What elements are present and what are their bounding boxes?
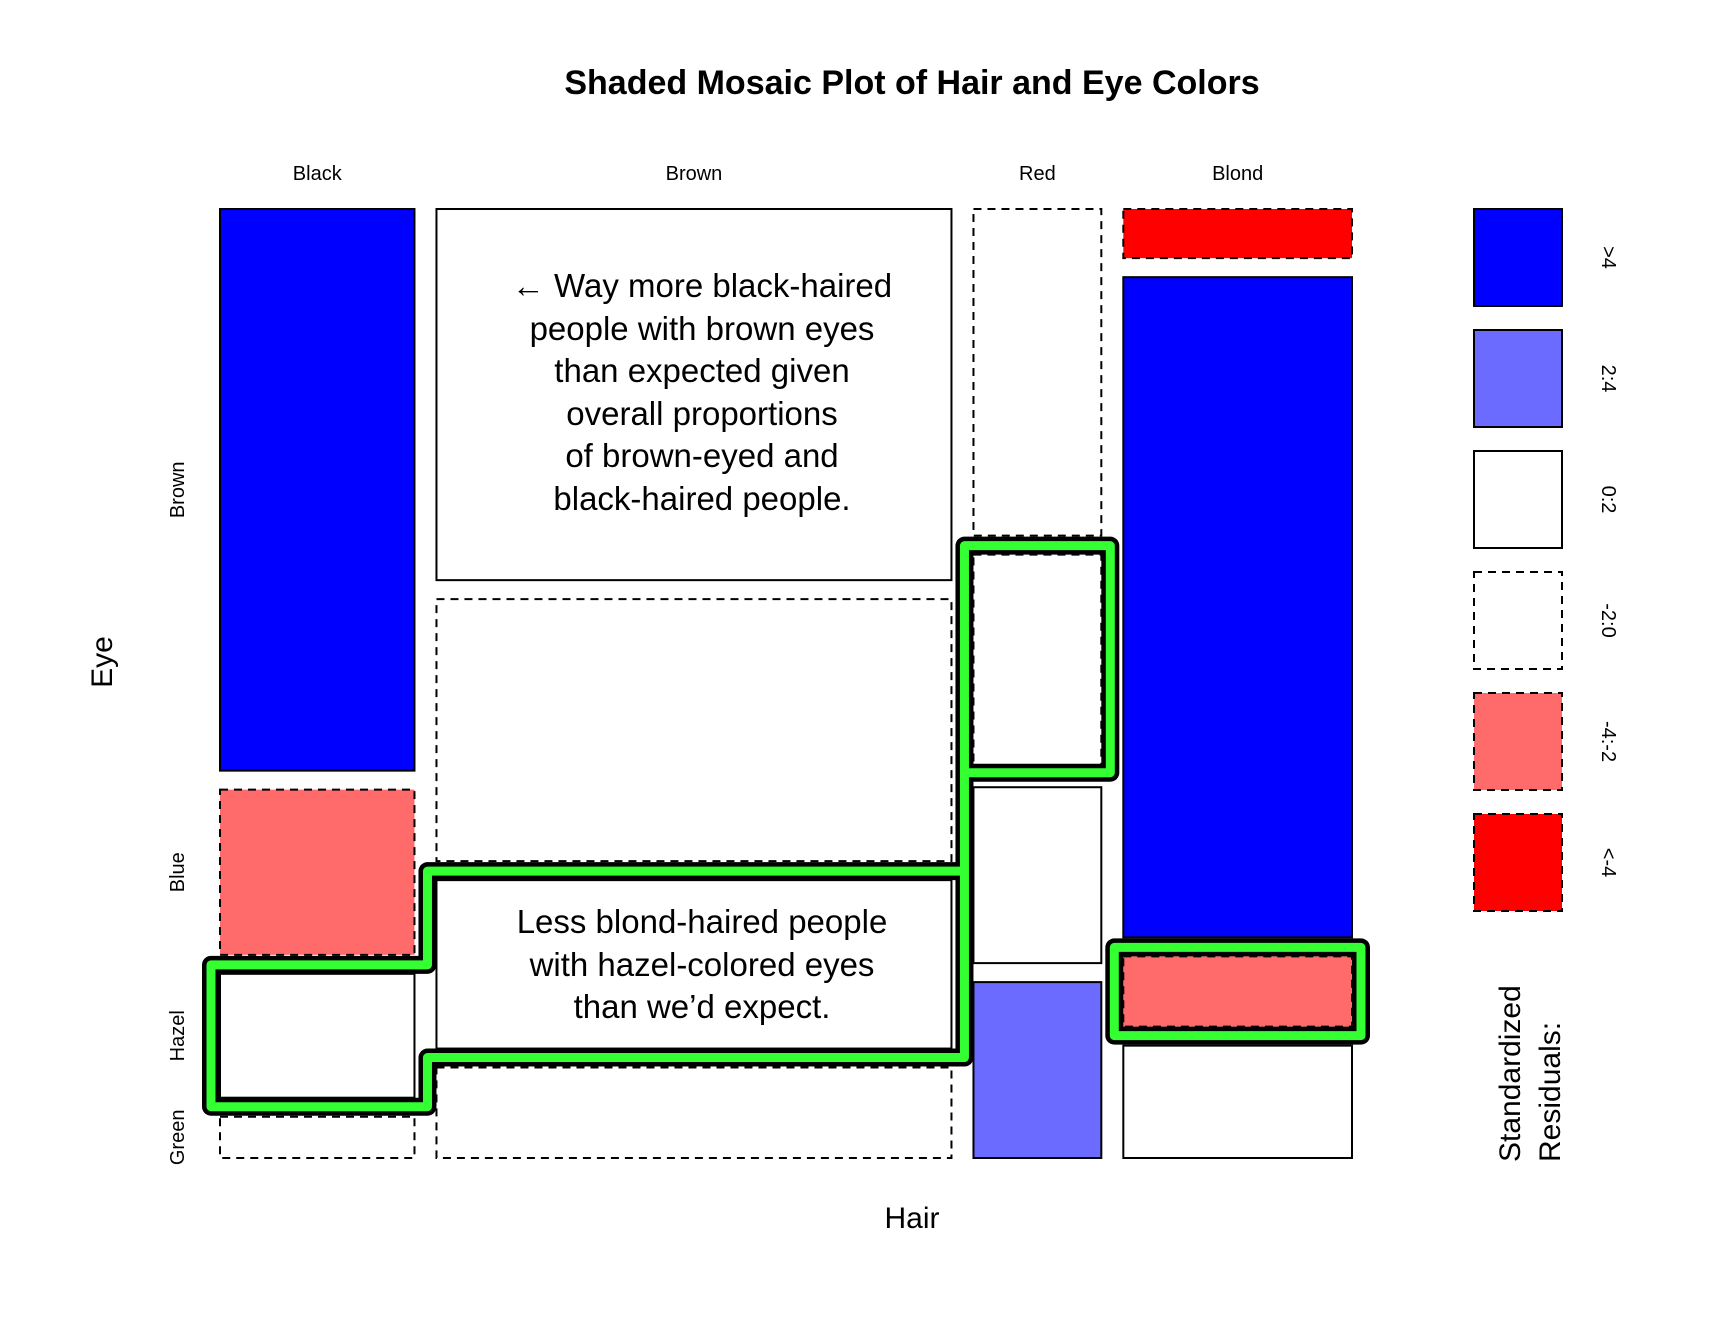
x-axis-title: Hair: [884, 1202, 939, 1235]
hair-label-brown: Brown: [666, 163, 723, 185]
legend-swatch-6: [1473, 813, 1563, 912]
legend-swatch-5: [1473, 692, 1563, 791]
legend-label-6: <-4: [1597, 848, 1619, 877]
hazel-highlight-outline: [202, 536, 1120, 1116]
hair-label-red: Red: [1019, 163, 1056, 185]
cell-blond-brown: [1122, 208, 1354, 260]
eye-label-green: Green: [167, 1110, 189, 1166]
annotation-line: people with brown eyes: [530, 310, 875, 347]
cell-brown-brown: [435, 208, 953, 582]
cell-red-brown: [972, 208, 1103, 537]
cell-black-hazel: [219, 972, 416, 1099]
blond-hazel-highlight-outline: [1105, 938, 1370, 1045]
cell-blond-green: [1122, 1044, 1354, 1160]
eye-label-brown: Brown: [167, 461, 189, 518]
eye-labels: Brown Blue Hazel Green: [167, 461, 189, 1165]
annotation-line: ← Way more black-haired: [512, 267, 892, 304]
legend-label-3: 0:2: [1597, 486, 1619, 514]
legend-swatch-4: [1473, 571, 1563, 670]
annotation-hazel-eyes: Less blond-haired people with hazel-colo…: [517, 903, 888, 1025]
annotation-line: than we’d expect.: [574, 988, 831, 1025]
cell-black-brown: [219, 208, 416, 772]
hair-label-blond: Blond: [1212, 163, 1263, 185]
legend-label-4: -2:0: [1597, 603, 1619, 637]
annotation-line: of brown-eyed and: [565, 437, 838, 474]
hair-labels: Black Brown Red Blond: [293, 163, 1263, 185]
legend-label-1: >4: [1597, 246, 1619, 269]
legend-label-5: -4:-2: [1597, 721, 1619, 762]
legend-swatch-2: [1473, 329, 1563, 428]
legend-swatch-3: [1473, 450, 1563, 549]
y-axis-title: Eye: [86, 636, 119, 688]
annotation-line: than expected given: [554, 352, 849, 389]
cell-black-blue: [219, 788, 416, 956]
legend-label-2: 2:4: [1597, 365, 1619, 393]
cell-red-green: [972, 981, 1103, 1159]
hair-label-black: Black: [293, 163, 343, 185]
highlight-outlines: [202, 536, 1370, 1116]
cell-red-hazel: [972, 786, 1103, 965]
legend: >4 2:4 0:2 -2:0 -4:-2 <-4: [1473, 208, 1619, 912]
annotation-line: black-haired people.: [553, 480, 850, 517]
eye-label-blue: Blue: [167, 852, 189, 892]
annotation-brown-eyes: ← Way more black-haired people with brow…: [512, 267, 892, 517]
mosaic-cells: [219, 208, 1354, 1160]
annotation-line: Less blond-haired people: [517, 903, 888, 940]
cell-blond-blue: [1122, 276, 1354, 939]
annotation-line: overall proportions: [566, 395, 837, 432]
cell-black-green: [219, 1115, 416, 1160]
cell-red-blue: [972, 553, 1103, 770]
cell-brown-green: [435, 1066, 953, 1160]
legend-title-line-1: Standardized: [1494, 985, 1527, 1162]
annotation-line: with hazel-colored eyes: [529, 946, 875, 983]
cell-blond-hazel: [1122, 955, 1354, 1028]
eye-label-hazel: Hazel: [167, 1010, 189, 1061]
cell-brown-blue: [435, 598, 953, 863]
legend-swatch-1: [1473, 208, 1563, 307]
chart-title: Shaded Mosaic Plot of Hair and Eye Color…: [564, 64, 1259, 102]
legend-title-line-2: Residuals:: [1534, 1022, 1567, 1162]
